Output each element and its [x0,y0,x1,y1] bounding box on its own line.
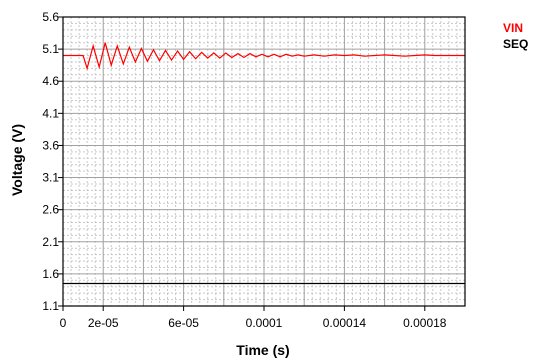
x-tick-label: 0.00018 [403,316,447,330]
y-tick-label: 1.6 [42,267,59,281]
y-tick-label: 2.6 [42,203,59,217]
y-tick-label: 5.6 [42,10,59,24]
y-tick-label: 2.1 [42,235,59,249]
x-tick-label: 0.0001 [246,316,283,330]
y-tick-label: 4.6 [42,74,59,88]
y-tick-label: 4.1 [42,106,59,120]
plot-area: 1.1 1.6 2.1 2.6 3.1 3.6 4.1 4.6 5.1 5.6 0 2e-05 6e-0… [42,10,466,330]
legend-item-vin[interactable]: VIN [503,21,523,35]
x-tick-label: 6e-05 [168,316,199,330]
y-tick-label: 3.1 [42,171,59,185]
x-tick-label: 0 [60,316,67,330]
y-tick-label: 1.1 [42,299,59,313]
x-axis-title: Time (s) [236,342,289,358]
y-tick-label: 3.6 [42,138,59,152]
legend-item-seq[interactable]: SEQ [503,37,528,51]
x-tick-label: 0.00014 [323,316,367,330]
y-tick-label: 5.1 [42,42,59,56]
x-tick-label: 2e-05 [88,316,119,330]
y-axis-title: Voltage (V) [9,124,25,196]
series-line-vin [63,42,465,71]
